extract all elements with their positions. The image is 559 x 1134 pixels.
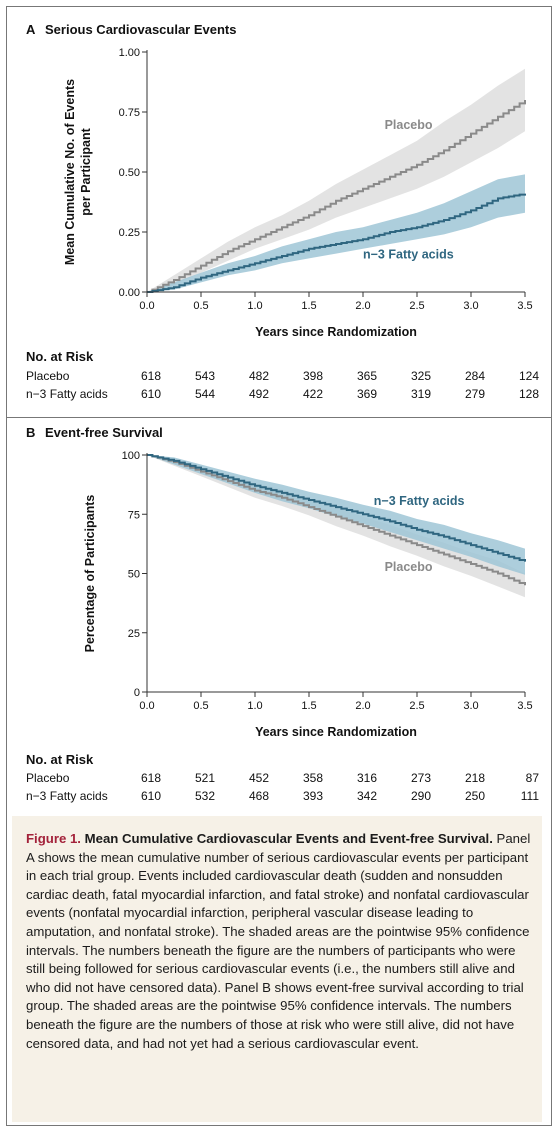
risk-value: 250 <box>464 789 485 803</box>
figure-caption: Figure 1. Mean Cumulative Cardiovascular… <box>12 816 542 1122</box>
risk-row-label: n−3 Fatty acids <box>26 789 108 803</box>
series-label-fatty: n−3 Fatty acids <box>374 494 465 508</box>
risk-value: 87 <box>525 771 539 785</box>
risk-value: 325 <box>410 369 431 383</box>
y-axis-label: Mean Cumulative No. of Events <box>63 79 77 265</box>
risk-value: 618 <box>140 369 161 383</box>
risk-value: 422 <box>302 387 323 401</box>
risk-value: 369 <box>356 387 377 401</box>
series-label-placebo: Placebo <box>385 560 433 574</box>
x-tick-label: 0.5 <box>193 700 208 712</box>
risk-value: 398 <box>302 369 323 383</box>
risk-value: 482 <box>248 369 269 383</box>
y-tick-label: 0.00 <box>119 287 140 299</box>
risk-value: 365 <box>356 369 377 383</box>
x-tick-label: 1.5 <box>301 300 316 312</box>
risk-value: 544 <box>194 387 215 401</box>
risk-row-label: n−3 Fatty acids <box>26 387 108 401</box>
risk-value: 284 <box>464 369 485 383</box>
x-tick-label: 1.5 <box>301 700 316 712</box>
panel-a-title: Serious Cardiovascular Events <box>45 22 237 37</box>
risk-row-label: Placebo <box>26 771 70 785</box>
risk-value: 492 <box>248 387 269 401</box>
x-tick-label: 0.0 <box>139 300 154 312</box>
x-tick-label: 0.0 <box>139 700 154 712</box>
risk-value: 610 <box>140 387 161 401</box>
ci-band-placebo <box>147 455 525 598</box>
x-tick-label: 2.0 <box>355 300 370 312</box>
risk-value: 342 <box>356 789 377 803</box>
series-line-fatty <box>147 193 526 293</box>
y-tick-label: 0.25 <box>119 227 140 239</box>
risk-value: 468 <box>248 789 269 803</box>
series-line-placebo <box>147 454 526 586</box>
risk-value: 111 <box>520 789 539 803</box>
series-label-fatty: n−3 Fatty acids <box>363 247 454 261</box>
series-label-placebo: Placebo <box>385 118 433 132</box>
panel-divider <box>6 417 552 418</box>
x-tick-label: 2.5 <box>409 300 424 312</box>
x-tick-label: 1.0 <box>247 700 262 712</box>
figure-frame <box>6 6 552 1126</box>
risk-value: 521 <box>194 771 215 785</box>
risk-value: 124 <box>518 369 539 383</box>
y-tick-label: 100 <box>122 450 140 462</box>
ci-band-placebo <box>147 68 525 292</box>
y-tick-label: 50 <box>128 569 140 581</box>
risk-value: 316 <box>356 771 377 785</box>
risk-value: 618 <box>140 771 161 785</box>
panel-a-header: A Serious Cardiovascular Events <box>26 22 237 37</box>
y-tick-label: 1.00 <box>119 47 140 59</box>
panel-b-header: B Event-free Survival <box>26 425 163 440</box>
x-tick-label: 3.5 <box>517 700 532 712</box>
y-tick-label: 0.75 <box>119 107 140 119</box>
risk-value: 218 <box>464 771 485 785</box>
x-tick-label: 1.0 <box>247 300 262 312</box>
panel-a-chart: 0.0 0.5 1.0 1.5 2.0 2.5 3.0 3.5 0.00 0.25 0.50 0.75… <box>63 47 533 339</box>
panel-b-title: Event-free Survival <box>45 425 163 440</box>
risk-value: 452 <box>248 771 269 785</box>
x-tick-label: 3.0 <box>463 300 478 312</box>
risk-value: 319 <box>410 387 431 401</box>
y-tick-label: 0.50 <box>119 167 140 179</box>
caption-body: Panel A shows the mean cumulative number… <box>26 831 531 1051</box>
risk-value: 279 <box>464 387 485 401</box>
risk-value: 610 <box>140 789 161 803</box>
y-axis-label: per Participant <box>79 127 93 215</box>
y-tick-label: 75 <box>128 509 140 521</box>
x-tick-label: 3.0 <box>463 700 478 712</box>
risk-value: 358 <box>302 771 323 785</box>
risk-value: 290 <box>410 789 431 803</box>
x-tick-label: 3.5 <box>517 300 532 312</box>
x-tick-label: 0.5 <box>193 300 208 312</box>
panel-a-letter: A <box>26 22 36 37</box>
caption-heading: Mean Cumulative Cardiovascular Events an… <box>84 831 493 846</box>
panel-b-chart: 0.0 0.5 1.0 1.5 2.0 2.5 3.0 3.5 0 25 50 75 100 Years … <box>83 450 533 739</box>
x-tick-label: 2.5 <box>409 700 424 712</box>
x-axis-label: Years since Randomization <box>255 725 417 739</box>
y-axis-label: Percentage of Participants <box>83 495 97 653</box>
x-axis-label: Years since Randomization <box>255 325 417 339</box>
risk-row-label: Placebo <box>26 369 70 383</box>
risk-value: 273 <box>410 771 431 785</box>
risk-value: 543 <box>194 369 215 383</box>
y-tick-label: 25 <box>128 628 140 640</box>
series-line-placebo <box>147 100 526 293</box>
panel-b-letter: B <box>26 425 36 440</box>
series-line-fatty <box>147 454 526 562</box>
risk-value: 128 <box>518 387 539 401</box>
x-tick-label: 2.0 <box>355 700 370 712</box>
ci-band-fatty <box>147 174 525 292</box>
risk-value: 532 <box>194 789 215 803</box>
panel-b-risk-title: No. at Risk <box>26 752 94 767</box>
panel-a-risk-title: No. at Risk <box>26 349 94 364</box>
caption-label: Figure 1. <box>26 831 81 846</box>
risk-value: 393 <box>302 789 323 803</box>
y-tick-label: 0 <box>134 687 140 699</box>
